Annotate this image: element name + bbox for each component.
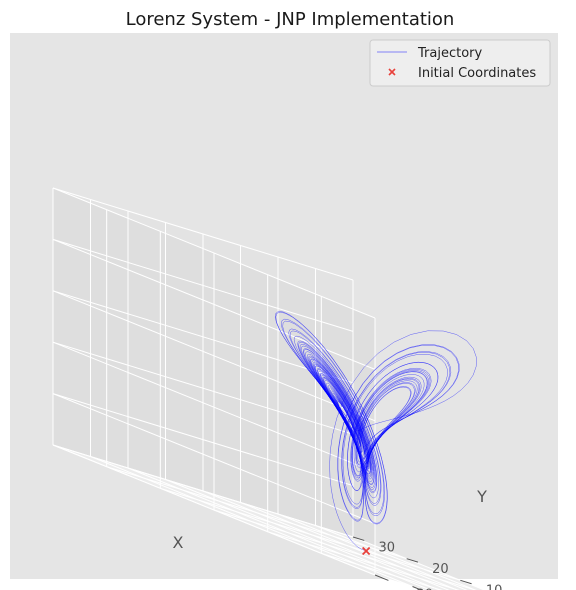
grid-line-z [52, 341, 354, 435]
grid-line-z [52, 187, 376, 319]
grid-line-z [52, 290, 376, 422]
x-axis-label: X [173, 533, 184, 552]
grid-line-y [321, 552, 443, 590]
y-tick-mark [406, 558, 419, 563]
grid-line-z [52, 444, 376, 576]
grid-line-z [52, 393, 354, 487]
legend-box [369, 39, 551, 87]
grid-line-y [106, 466, 407, 560]
y-axis-label: Y [476, 487, 487, 506]
grid-line-z [52, 444, 354, 538]
x-tick-mark [412, 586, 423, 590]
grid-line-z [52, 290, 354, 384]
grid-line-z [52, 238, 354, 332]
chart-title: Lorenz System - JNP Implementation [126, 9, 455, 30]
y-tick-label: 20 [432, 562, 449, 577]
grid-line-z [52, 393, 376, 525]
y-tick-label: 10 [486, 584, 503, 590]
y-tick-mark [460, 579, 472, 585]
tick-labels: −20−15−10−505101520−30−20−10010203001020… [352, 536, 503, 590]
legend-trajectory-label: Trajectory [417, 46, 482, 61]
grid-line-y [160, 487, 461, 581]
grid-line-y [213, 509, 477, 590]
trajectory-group [275, 311, 477, 552]
initial-coordinate-group [361, 546, 371, 556]
grid-line-z [52, 187, 354, 281]
initial-coordinate-marker [361, 546, 371, 556]
legend: Trajectory Initial Coordinates [369, 39, 551, 87]
y-tick-label: 30 [379, 540, 396, 555]
trajectory-line [275, 311, 477, 552]
grid-line-z [52, 341, 376, 473]
legend-initial-label: Initial Coordinates [418, 66, 536, 81]
y-tick-mark [352, 536, 365, 541]
grid-line-y [267, 531, 460, 590]
x-tick-mark [374, 574, 389, 581]
legend-initial-marker [388, 68, 396, 76]
